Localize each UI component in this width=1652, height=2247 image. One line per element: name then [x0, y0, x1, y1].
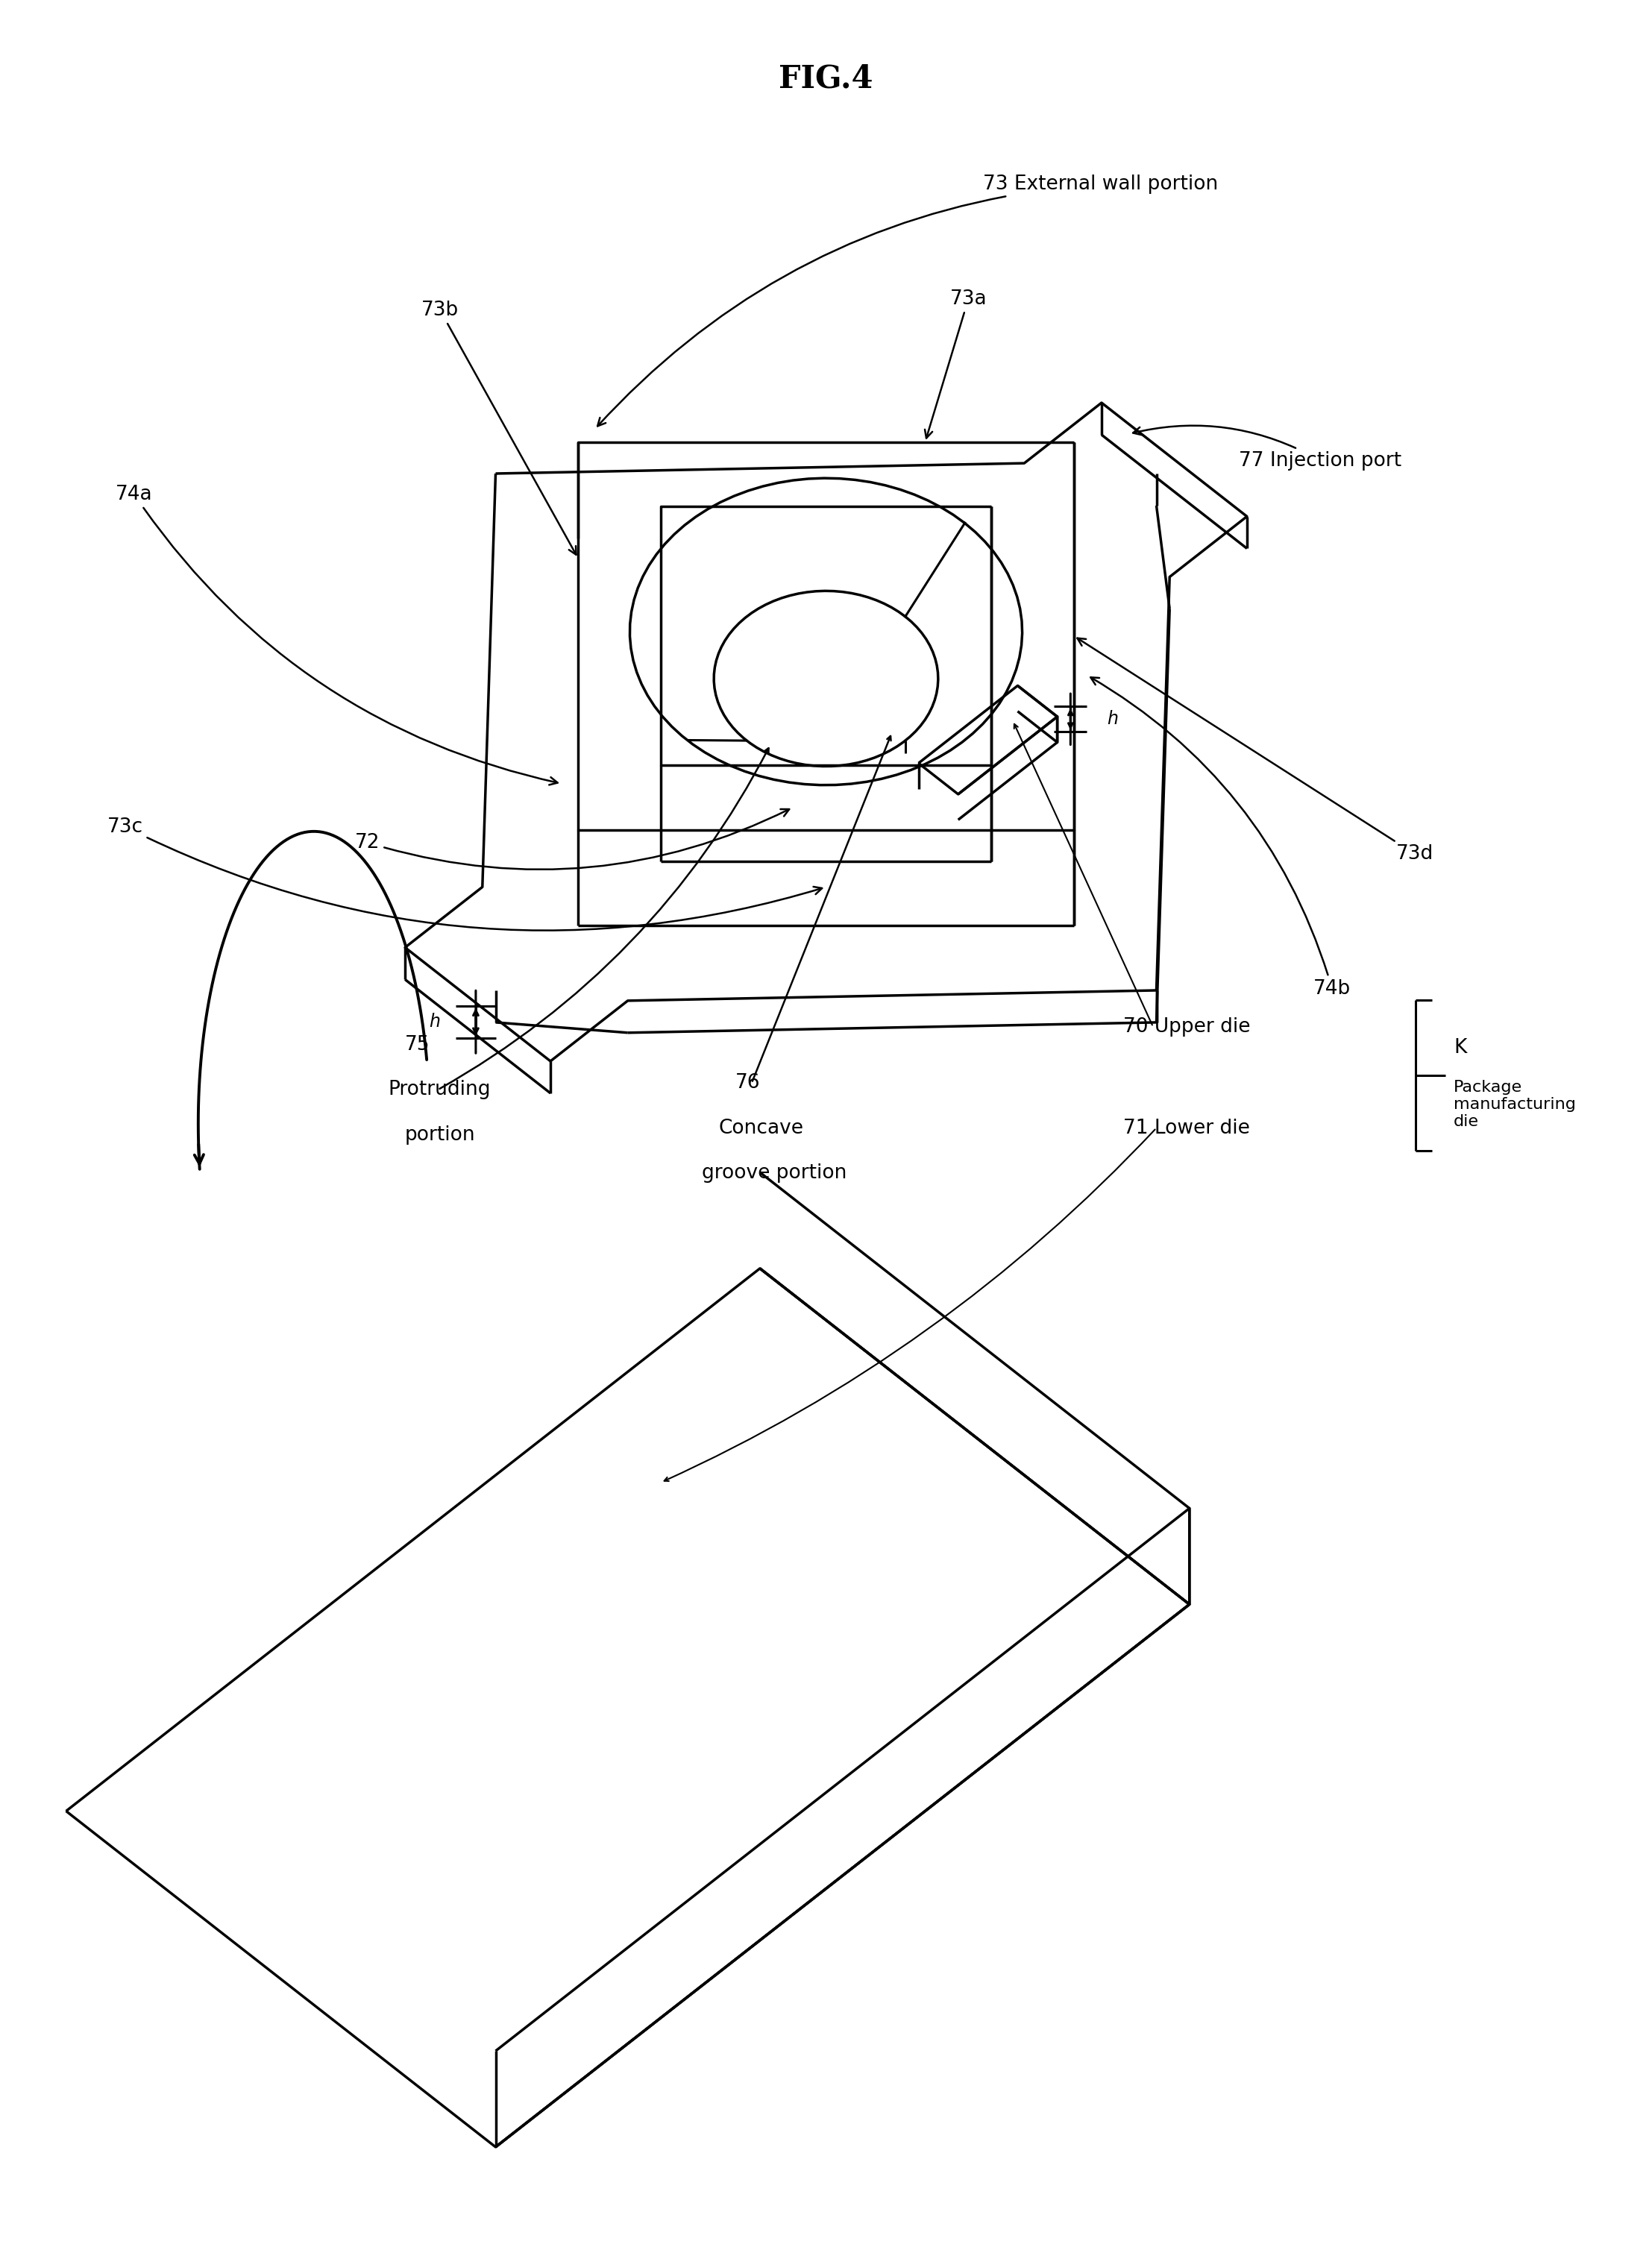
Text: 73c: 73c [107, 818, 823, 930]
Text: 73d: 73d [1077, 638, 1434, 863]
Text: 76: 76 [735, 1074, 760, 1092]
Text: 73b: 73b [421, 301, 577, 555]
Text: 74a: 74a [116, 485, 558, 784]
Text: 77 Injection port: 77 Injection port [1133, 425, 1401, 470]
Text: h: h [1107, 710, 1118, 728]
Text: h: h [430, 1013, 439, 1031]
Text: groove portion: groove portion [702, 1164, 847, 1182]
Text: 72: 72 [355, 809, 790, 870]
Text: portion: portion [405, 1126, 476, 1144]
Text: Package
manufacturing
die: Package manufacturing die [1454, 1079, 1576, 1130]
Text: 70 Upper die: 70 Upper die [1123, 1018, 1251, 1036]
Text: 73 External wall portion: 73 External wall portion [598, 175, 1218, 427]
Text: Concave: Concave [719, 1119, 803, 1137]
Text: FIG.4: FIG.4 [778, 63, 874, 94]
Text: K: K [1454, 1038, 1467, 1058]
Text: 74b: 74b [1090, 676, 1351, 998]
Text: Protruding: Protruding [388, 1081, 491, 1099]
Text: 75: 75 [405, 1036, 430, 1054]
Text: 71 Lower die: 71 Lower die [1123, 1119, 1251, 1137]
Text: 73a: 73a [925, 290, 986, 438]
